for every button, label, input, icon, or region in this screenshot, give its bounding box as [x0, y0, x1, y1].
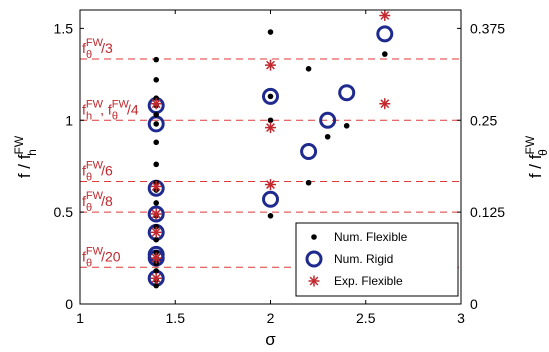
data-point-dot	[343, 122, 350, 129]
reference-line-label: fFW θ/6	[82, 159, 113, 183]
data-point-dot	[153, 260, 159, 267]
data-point-dot	[153, 282, 159, 289]
reference-line-labels: fFW θ/3 fFW h, fFW θ/4 fFW θ/6 fFW θ/8 fFW θ/20	[82, 37, 139, 269]
data-point-dot	[153, 56, 159, 63]
reference-line-label: fFW θ/3	[82, 37, 113, 61]
data-point-dot	[267, 29, 274, 35]
x-tick-label: 1.5	[166, 310, 186, 326]
y-axis-title-text: f / fFWθ	[523, 135, 549, 178]
data-point-circle	[262, 87, 279, 105]
data-point-asterisk	[150, 180, 162, 192]
data-point-dot	[153, 161, 159, 168]
data-point-circle	[262, 190, 279, 208]
data-point-dot	[153, 77, 159, 83]
data-point-asterisk	[150, 98, 162, 110]
data-point-circle	[319, 111, 337, 129]
data-point-dot	[153, 224, 159, 230]
legend-marker	[311, 234, 317, 240]
data-point-dot	[153, 111, 159, 118]
y-axis-title-right: f / fFWθ	[523, 135, 549, 178]
legend-box	[295, 222, 459, 297]
y-tick-label-right: 0.125	[470, 204, 505, 220]
data-point-dot	[153, 268, 159, 274]
data-point-asterisk	[150, 208, 162, 220]
x-axis-title: σ	[265, 330, 276, 349]
reference-line-label: fFW h, fFW θ/4	[82, 98, 139, 122]
y-axis-title-left: f / fFWh	[12, 135, 39, 178]
y-tick-label: 1.5	[54, 20, 74, 36]
data-points	[147, 10, 394, 289]
y-tick-label: 0	[65, 296, 73, 312]
legend-marker	[305, 250, 323, 268]
y-tick-label: 1	[65, 112, 73, 128]
data-point-circle	[338, 84, 356, 102]
y-axis-title-text: f / fFWh	[12, 135, 39, 178]
x-tick-label: 3	[457, 310, 465, 326]
data-point-dot	[305, 66, 312, 72]
data-point-asterisk	[150, 226, 162, 238]
y-tick-label-right: 0.25	[470, 112, 497, 128]
data-point-asterisk	[150, 272, 162, 284]
data-point-dot	[153, 139, 159, 146]
data-point-circle	[376, 25, 394, 43]
legend-label: Exp. Flexible	[334, 274, 403, 288]
data-point-circle	[300, 142, 318, 160]
data-point-circle	[147, 205, 165, 223]
data-point-asterisk	[379, 10, 391, 22]
reference-line-label: fFW θ/20	[82, 245, 121, 269]
x-tick-label: 2	[267, 310, 275, 326]
reference-line-label: fFW θ/8	[82, 190, 113, 214]
y-tick-label-right: 0.375	[470, 20, 505, 36]
data-point-dot	[153, 95, 159, 101]
data-point-asterisk	[150, 252, 162, 264]
data-point-dot	[153, 249, 159, 256]
y-tick-label: 0.5	[54, 204, 74, 220]
legend: Num. Flexible Num. Rigid Exp. Flexible	[295, 222, 459, 297]
data-point-asterisk	[265, 122, 276, 134]
legend-marker	[308, 275, 320, 287]
legend-label: Num. Flexible	[334, 230, 408, 244]
data-point-asterisk	[265, 179, 276, 191]
legend-label: Num. Rigid	[334, 252, 393, 266]
data-point-dot	[324, 133, 331, 140]
data-point-dot	[153, 236, 159, 243]
x-tick-label: 1	[76, 310, 84, 326]
x-tick-label: 2.5	[356, 310, 376, 326]
data-point-asterisk	[379, 98, 391, 110]
data-point-dot	[267, 213, 274, 219]
data-point-asterisk	[265, 59, 276, 71]
y-tick-label-right: 0	[470, 296, 478, 312]
data-point-dot	[267, 93, 274, 100]
data-point-dot	[305, 179, 312, 186]
data-point-dot	[267, 117, 274, 124]
data-point-dot	[153, 121, 159, 127]
data-point-dot	[153, 200, 159, 206]
data-point-dot	[382, 51, 388, 57]
